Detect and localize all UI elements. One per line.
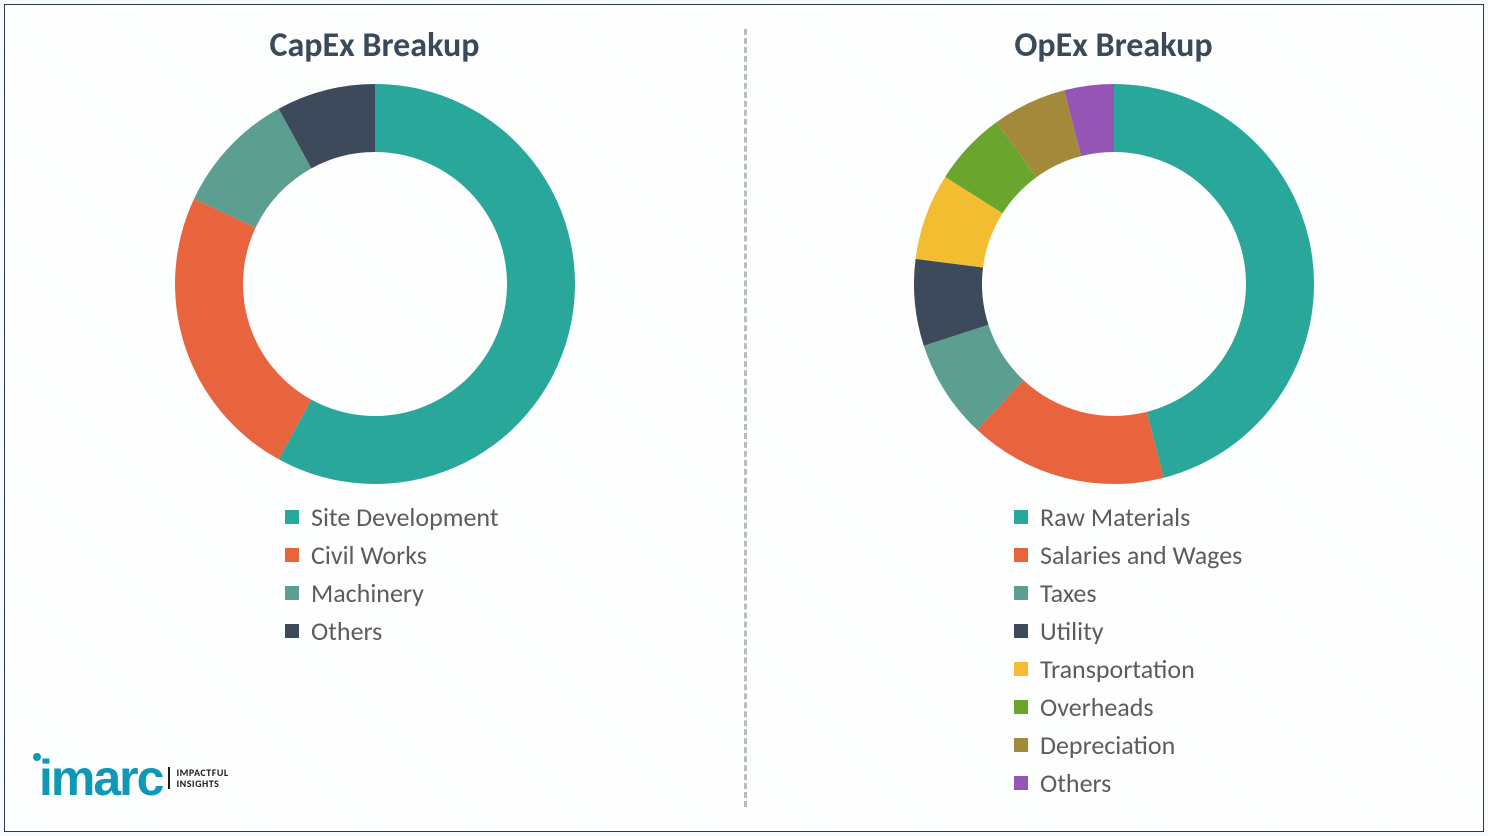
opex-title: OpEx Breakup: [1014, 25, 1212, 66]
legend-label: Machinery: [311, 577, 424, 609]
legend-label: Transportation: [1040, 653, 1195, 685]
chart-frame: CapEx Breakup Site Development Civil Work…: [4, 4, 1484, 832]
legend-swatch: [1014, 700, 1028, 714]
legend-swatch: [285, 586, 299, 600]
capex-legend: Site Development Civil Works Machinery Othe…: [5, 498, 499, 650]
brand-logo: imarc IMPACTFUL INSIGHTS: [33, 753, 229, 803]
legend-label: Civil Works: [311, 539, 427, 571]
panels-container: CapEx Breakup Site Development Civil Work…: [5, 5, 1483, 831]
capex-donut-chart: [165, 74, 585, 494]
logo-tagline-line2: INSIGHTS: [176, 777, 219, 790]
legend-item: Depreciation: [1014, 726, 1242, 764]
legend-item: Others: [285, 612, 499, 650]
capex-donut-wrap: [165, 74, 585, 494]
legend-swatch: [1014, 776, 1028, 790]
capex-panel: CapEx Breakup Site Development Civil Work…: [5, 5, 744, 831]
legend-label: Salaries and Wages: [1040, 539, 1242, 571]
legend-swatch: [285, 548, 299, 562]
legend-item: Taxes: [1014, 574, 1242, 612]
legend-swatch: [1014, 510, 1028, 524]
legend-label: Overheads: [1040, 691, 1154, 723]
legend-swatch: [1014, 662, 1028, 676]
legend-swatch: [285, 624, 299, 638]
legend-swatch: [1014, 586, 1028, 600]
legend-item: Transportation: [1014, 650, 1242, 688]
panel-divider: [744, 29, 747, 807]
opex-legend: Raw Materials Salaries and Wages Taxes Util…: [744, 498, 1242, 802]
donut-slice: [175, 199, 311, 459]
legend-item: Machinery: [285, 574, 499, 612]
legend-label: Raw Materials: [1040, 501, 1190, 533]
legend-item: Others: [1014, 764, 1242, 802]
legend-label: Taxes: [1040, 577, 1097, 609]
legend-label: Site Development: [311, 501, 499, 533]
legend-swatch: [1014, 738, 1028, 752]
legend-item: Overheads: [1014, 688, 1242, 726]
legend-swatch: [1014, 548, 1028, 562]
legend-item: Salaries and Wages: [1014, 536, 1242, 574]
opex-panel: OpEx Breakup Raw Materials Salaries and W…: [744, 5, 1483, 831]
legend-item: Utility: [1014, 612, 1242, 650]
legend-label: Utility: [1040, 615, 1104, 647]
legend-swatch: [1014, 624, 1028, 638]
legend-item: Site Development: [285, 498, 499, 536]
legend-label: Others: [1040, 767, 1111, 799]
opex-donut-wrap: [904, 74, 1324, 494]
logo-text: imarc: [39, 750, 162, 806]
opex-donut-chart: [904, 74, 1324, 494]
legend-item: Raw Materials: [1014, 498, 1242, 536]
capex-title: CapEx Breakup: [270, 25, 480, 66]
legend-label: Depreciation: [1040, 729, 1175, 761]
logo-wordmark: imarc: [33, 753, 162, 803]
logo-tagline: IMPACTFUL INSIGHTS: [168, 767, 228, 789]
legend-item: Civil Works: [285, 536, 499, 574]
legend-label: Others: [311, 615, 382, 647]
legend-swatch: [285, 510, 299, 524]
